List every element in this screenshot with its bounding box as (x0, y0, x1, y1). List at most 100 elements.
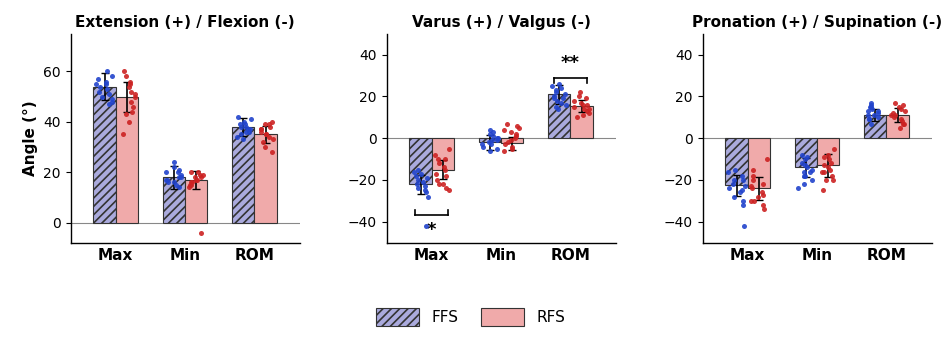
Point (821, 156, 837, 162)
Point (483, 131, 498, 137)
Point (734, 173, 749, 179)
Point (244, 117, 259, 122)
Point (867, 113, 882, 118)
Point (439, 186, 454, 191)
Point (582, 111, 597, 116)
Point (797, 173, 812, 179)
Point (437, 165, 452, 170)
Point (550, 106, 566, 112)
Point (259, 132, 274, 137)
Point (798, 156, 813, 162)
Point (427, 152, 442, 158)
Point (885, 111, 900, 116)
Point (736, 198, 751, 204)
Point (442, 146, 457, 151)
Point (816, 188, 831, 193)
Point (756, 202, 771, 208)
Point (545, 83, 560, 89)
Point (726, 181, 741, 187)
Point (819, 177, 834, 183)
Point (863, 104, 878, 110)
Point (816, 169, 831, 174)
Point (815, 169, 830, 174)
Point (432, 160, 447, 166)
Point (410, 181, 425, 187)
Point (88, 81, 104, 87)
Point (860, 113, 875, 118)
Point (737, 184, 752, 189)
Point (803, 169, 818, 174)
Point (188, 177, 203, 182)
Point (413, 171, 428, 176)
Bar (232, 127, 254, 222)
Point (194, 230, 209, 235)
Point (102, 91, 117, 97)
Point (123, 79, 138, 84)
Point (891, 104, 906, 110)
Point (172, 167, 187, 172)
Bar (886, 115, 909, 138)
Bar (93, 87, 116, 222)
Point (817, 154, 832, 160)
Point (196, 172, 211, 177)
Text: *: * (427, 221, 437, 239)
Point (474, 142, 489, 147)
Point (822, 167, 837, 172)
Point (805, 167, 820, 172)
Point (887, 113, 902, 118)
Point (159, 177, 174, 182)
Point (870, 111, 885, 116)
Point (501, 140, 516, 145)
Point (438, 156, 453, 162)
Point (898, 108, 913, 114)
Point (497, 148, 512, 153)
Point (123, 99, 138, 104)
Point (265, 137, 280, 142)
Point (263, 124, 278, 129)
Point (234, 124, 249, 129)
Point (439, 173, 454, 179)
Point (262, 122, 277, 127)
Point (116, 132, 131, 137)
Bar (185, 180, 207, 222)
Point (870, 108, 885, 114)
Point (796, 181, 811, 187)
Point (503, 137, 518, 143)
Point (579, 96, 594, 101)
Point (503, 129, 518, 134)
Bar (549, 94, 570, 138)
Point (119, 112, 134, 117)
Point (887, 100, 902, 105)
Point (183, 180, 199, 185)
Bar (748, 138, 770, 188)
Point (428, 171, 443, 176)
Point (721, 169, 736, 174)
Bar (254, 134, 277, 222)
Point (104, 99, 120, 104)
Point (489, 137, 504, 143)
Point (796, 169, 811, 174)
Point (231, 114, 246, 120)
Point (504, 146, 519, 151)
Bar (726, 138, 748, 185)
Point (746, 198, 761, 204)
Point (183, 170, 199, 175)
Point (569, 115, 584, 120)
Point (735, 202, 750, 208)
Point (258, 122, 273, 127)
Point (558, 92, 573, 97)
Point (577, 106, 592, 112)
Point (553, 85, 568, 91)
Point (863, 102, 878, 108)
Point (99, 79, 114, 84)
Point (745, 177, 760, 183)
Point (727, 167, 742, 172)
Point (794, 160, 809, 166)
Point (408, 173, 423, 179)
Point (239, 129, 254, 134)
Point (884, 113, 899, 118)
Point (726, 194, 742, 200)
Point (582, 106, 597, 112)
Point (553, 100, 568, 105)
Point (183, 182, 198, 187)
